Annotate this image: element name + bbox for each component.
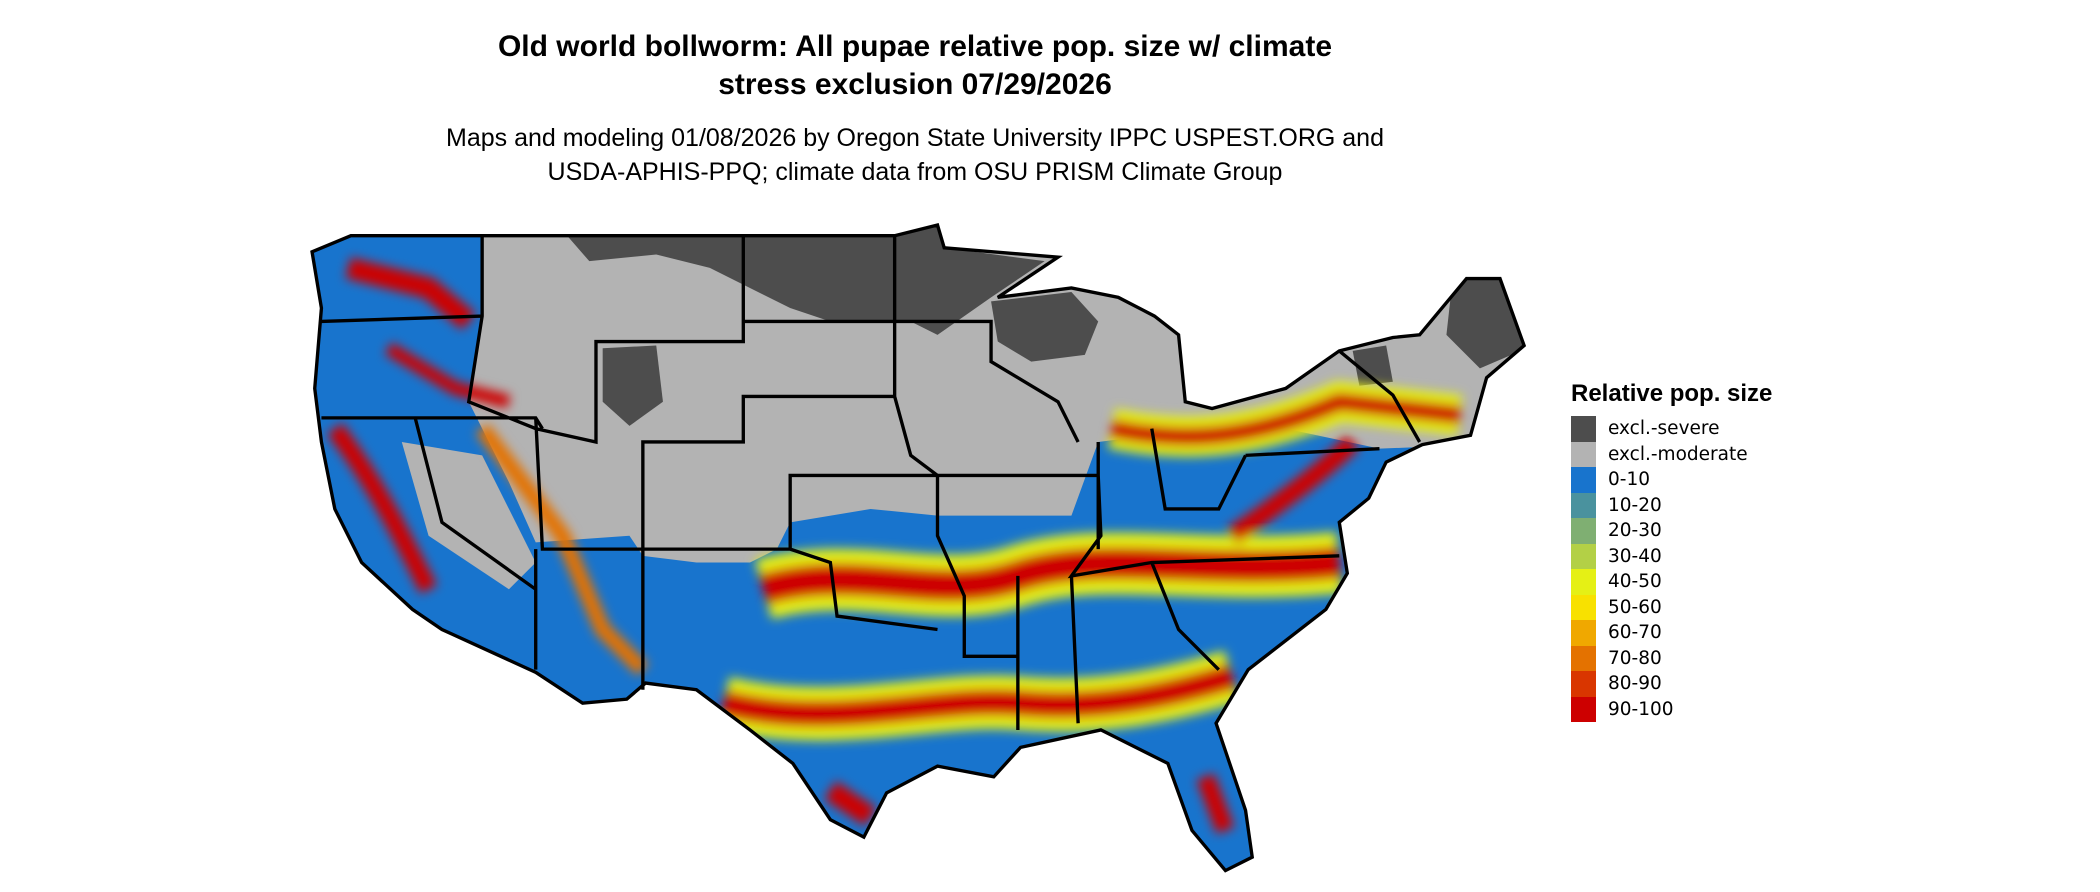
legend-item: 0-10	[1571, 467, 1772, 493]
legend-label: 90-100	[1608, 698, 1674, 720]
legend-swatch	[1571, 671, 1596, 697]
legend-swatch	[1571, 696, 1596, 722]
legend-swatch	[1571, 518, 1596, 544]
legend-swatch	[1571, 492, 1596, 518]
map-title-line2: stress exclusion 07/29/2026	[718, 68, 1112, 101]
legend-item: 30-40	[1571, 543, 1772, 569]
high-suitability-bands	[327, 257, 1463, 834]
legend-label: 50-60	[1608, 596, 1662, 618]
state-boundaries	[310, 223, 1526, 873]
map-legend: Relative pop. size excl.-severe excl.-mod…	[1571, 380, 1772, 722]
legend-swatch	[1571, 620, 1596, 646]
zone-excl-moderate	[401, 441, 536, 590]
legend-title: Relative pop. size	[1571, 380, 1773, 407]
legend-label: 60-70	[1608, 622, 1662, 644]
legend-label: 80-90	[1608, 673, 1662, 695]
map-subtitle-line1: Maps and modeling 01/08/2026 by Oregon S…	[446, 124, 1384, 152]
legend-label: 30-40	[1608, 545, 1662, 567]
legend-swatch	[1571, 645, 1596, 671]
legend-item: excl.-moderate	[1571, 441, 1772, 467]
legend-item: 60-70	[1571, 620, 1772, 646]
legend-swatch	[1571, 416, 1596, 442]
legend-label: 40-50	[1608, 571, 1662, 593]
legend-label: excl.-severe	[1608, 418, 1720, 440]
legend-item: excl.-severe	[1571, 416, 1772, 442]
zone-excl-severe	[602, 345, 663, 426]
zone-excl-severe	[991, 291, 1099, 362]
map-title-line1: Old world bollworm: All pupae relative p…	[497, 30, 1333, 63]
legend-item: 70-80	[1571, 645, 1772, 671]
legend-item: 80-90	[1571, 671, 1772, 697]
zone-excl-severe	[562, 225, 1045, 335]
legend-swatch	[1571, 594, 1596, 620]
legend-swatch	[1571, 543, 1596, 569]
zone-excl-severe	[1352, 345, 1393, 386]
legend-item: 90-100	[1571, 696, 1772, 722]
legend-label: 0-10	[1608, 469, 1650, 491]
legend-swatch	[1571, 441, 1596, 467]
legend-item: 50-60	[1571, 594, 1772, 620]
legend-label: 10-20	[1608, 494, 1662, 516]
map-subtitle-line2: USDA-APHIS-PPQ; climate data from OSU PR…	[547, 158, 1283, 186]
legend-item: 20-30	[1571, 518, 1772, 544]
legend-item: 10-20	[1571, 492, 1772, 518]
legend-label: 20-30	[1608, 520, 1662, 542]
legend-label: excl.-moderate	[1608, 443, 1748, 465]
legend-label: 70-80	[1608, 647, 1662, 669]
legend-swatch	[1571, 569, 1596, 595]
map-raster	[312, 225, 1525, 871]
legend-swatch	[1571, 467, 1596, 493]
legend-item: 40-50	[1571, 569, 1772, 595]
